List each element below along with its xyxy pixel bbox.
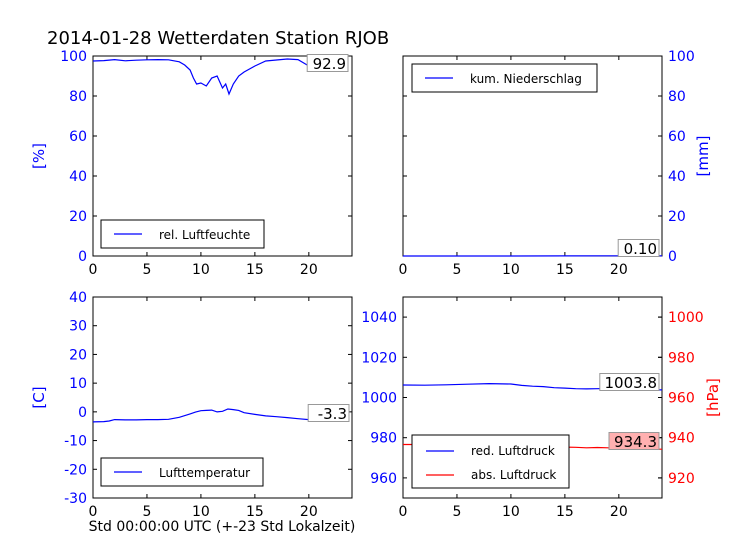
legend-entry: Lufttemperatur [159,466,250,480]
subplot-precip: 0 5 10 15 20 0 20 40 60 80 100 [mm] kum. Niederschla… [399,49,712,278]
x-tick-label: 15 [556,262,574,278]
legend-entry: red. Luftdruck [471,444,555,458]
legend-entry: abs. Luftdruck [471,468,556,482]
y-axis-label: [%] [30,143,48,169]
x-tick-label: 15 [556,504,574,520]
y-tick-label: 1040 [361,310,397,326]
last-value-label: 0.10 [624,240,657,258]
y-tick-label: 20 [69,347,87,363]
y2-tick-label: 980 [668,350,695,366]
legend-entry: rel. Luftfeuchte [159,228,250,242]
last-value-label: 1003.8 [605,374,658,392]
x-tick-label: 0 [399,504,408,520]
y2-tick-label: 1000 [668,310,704,326]
x-tick-label: 0 [89,504,98,520]
x-tick-label: 15 [246,262,264,278]
axes-frame [92,296,353,499]
subplot-humidity: 0 5 10 15 20 0 20 40 60 80 100 [%] rel. Luftfeuchte 9… [30,49,353,278]
series-line-blue [92,58,347,96]
x-tick-label: 10 [502,504,520,520]
last-value-box [307,404,350,422]
series-line-blue [92,408,347,423]
y-tick-label: 60 [668,129,686,145]
y-tick-label: 80 [668,89,686,105]
legend-box [411,434,570,489]
y-tick-label: 10 [69,376,87,392]
last-value-label: -3.3 [318,405,347,423]
y-tick-label: 20 [668,209,686,225]
x-tick-label: 10 [502,262,520,278]
y-tick-label: 40 [69,169,87,185]
legend-entry: kum. Niederschlag [470,72,582,86]
subplot-temperature: 0 5 10 15 20 -30 -20 -10 0 10 20 30 40 [C] Lufttempera… [30,290,353,520]
y-tick-label: 0 [78,249,87,265]
chart-title: 2014-01-28 Wetterdaten Station RJOB [47,28,389,49]
y-axis-label: [C] [30,386,48,408]
x-tick-label: 20 [610,504,628,520]
y-tick-label: 980 [370,431,397,447]
y-tick-label: 20 [69,209,87,225]
y-tick-label: 40 [668,169,686,185]
y-tick-label: 80 [69,89,87,105]
x-tick-label: 5 [142,504,151,520]
y-tick-label: 0 [668,249,677,265]
y-tick-label: 0 [78,405,87,421]
subplot-pressure: 0 5 10 15 20 960 980 1000 1020 1040 920 940 960 980 10… [361,296,722,520]
x-tick-label: 15 [246,504,264,520]
y2-tick-label: 960 [668,391,695,407]
x-tick-label: 5 [452,504,461,520]
last-value-box [306,54,349,72]
y-tick-label: 100 [60,49,87,65]
x-tick-label: 0 [89,262,98,278]
x-tick-label: 10 [192,504,210,520]
y-axis-label: [mm] [694,136,712,177]
y-tick-label: -10 [64,434,87,450]
y-tick-label: 60 [69,129,87,145]
x-tick-label: 0 [399,262,408,278]
y-axis-label: [hPa] [704,378,722,417]
x-tick-label: 20 [610,262,628,278]
y-tick-label: 960 [370,471,397,487]
x-tick-label: 5 [452,262,461,278]
y-tick-label: -20 [64,462,87,478]
last-value-box [608,432,660,450]
y-tick-label: 100 [668,49,695,65]
x-tick-label: 20 [300,504,318,520]
x-tick-label: 20 [300,262,318,278]
y2-tick-label: 940 [668,431,695,447]
last-value-box [617,239,660,257]
y-tick-label: 1020 [361,350,397,366]
x-tick-label: 10 [192,262,210,278]
last-value-label: 92.9 [313,55,346,73]
y-tick-label: 1000 [361,391,397,407]
axes-frame [92,55,353,257]
y-tick-label: 40 [69,290,87,306]
y-tick-label: -30 [64,491,87,507]
x-tick-label: 5 [142,262,151,278]
x-axis-label: Std 00:00:00 UTC (+-23 Std Lokalzeit) [89,519,356,535]
y2-tick-label: 920 [668,471,695,487]
last-value-box [599,373,660,391]
y-tick-label: 30 [69,319,87,335]
last-value-label: 934.3 [614,433,657,451]
